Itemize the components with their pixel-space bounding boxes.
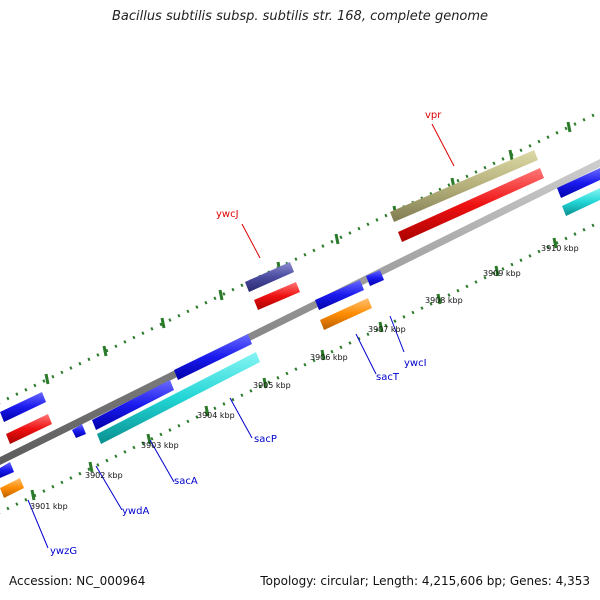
gene-arrow	[174, 334, 252, 380]
page-title: Bacillus subtilis subsp. subtilis str. 1…	[111, 9, 489, 24]
gene-arrow	[92, 380, 174, 430]
gene-arrow	[557, 168, 600, 198]
gene-arrow	[366, 270, 384, 286]
gene-label: sacA	[174, 476, 198, 487]
gene-arrow	[0, 392, 46, 422]
gene-arrow	[315, 280, 364, 310]
genome-summary: Topology: circular; Length: 4,215,606 bp…	[260, 574, 590, 588]
gene-arrow	[320, 298, 372, 330]
gene-arrow	[390, 150, 538, 222]
gene-arrow	[97, 352, 260, 444]
forward-features[interactable]	[0, 150, 600, 498]
tick-label: 3903 kbp	[141, 441, 179, 450]
tick-label: 3901 kbp	[30, 502, 68, 511]
tick-label: 3902 kbp	[85, 471, 123, 480]
gene-arrow	[6, 414, 52, 444]
gene-label: vpr	[425, 110, 442, 121]
tick-label: 3906 kbp	[310, 353, 348, 362]
bottom-gene-labels: ywzG ywdA sacA sacP sacT ywcI	[50, 358, 427, 557]
gene-label: sacP	[254, 434, 277, 445]
gene-label: sacT	[376, 372, 400, 383]
tick-label: 3908 kbp	[425, 296, 463, 305]
tick-label: 3909 kbp	[483, 269, 521, 278]
gene-label: ywcI	[404, 358, 427, 369]
gene-arrow	[562, 188, 600, 216]
major-ticks	[30, 121, 572, 501]
genome-backbone	[0, 158, 600, 466]
gene-arrow	[0, 478, 24, 498]
tick-label: 3910 kbp	[541, 244, 579, 253]
accession-label: Accession: NC_000964	[9, 574, 146, 588]
tick-label: 3905 kbp	[253, 381, 291, 390]
tick-label: 3904 kbp	[197, 411, 235, 420]
tick-label: 3907 kbp	[368, 325, 406, 334]
gene-label: ywcJ	[216, 209, 239, 220]
top-gene-labels: ywcJ vpr	[216, 110, 442, 220]
gene-arrow	[72, 424, 86, 438]
gene-arrow	[254, 282, 300, 310]
gene-label: ywdA	[122, 506, 149, 517]
gene-arrow	[0, 462, 14, 478]
gene-label: ywzG	[50, 546, 77, 557]
gene-arrow	[398, 168, 544, 242]
label-leaders	[27, 123, 455, 549]
gene-arrow	[245, 262, 294, 292]
kbp-tick-labels: 3901 kbp 3902 kbp 3903 kbp 3904 kbp 3905…	[30, 244, 579, 511]
